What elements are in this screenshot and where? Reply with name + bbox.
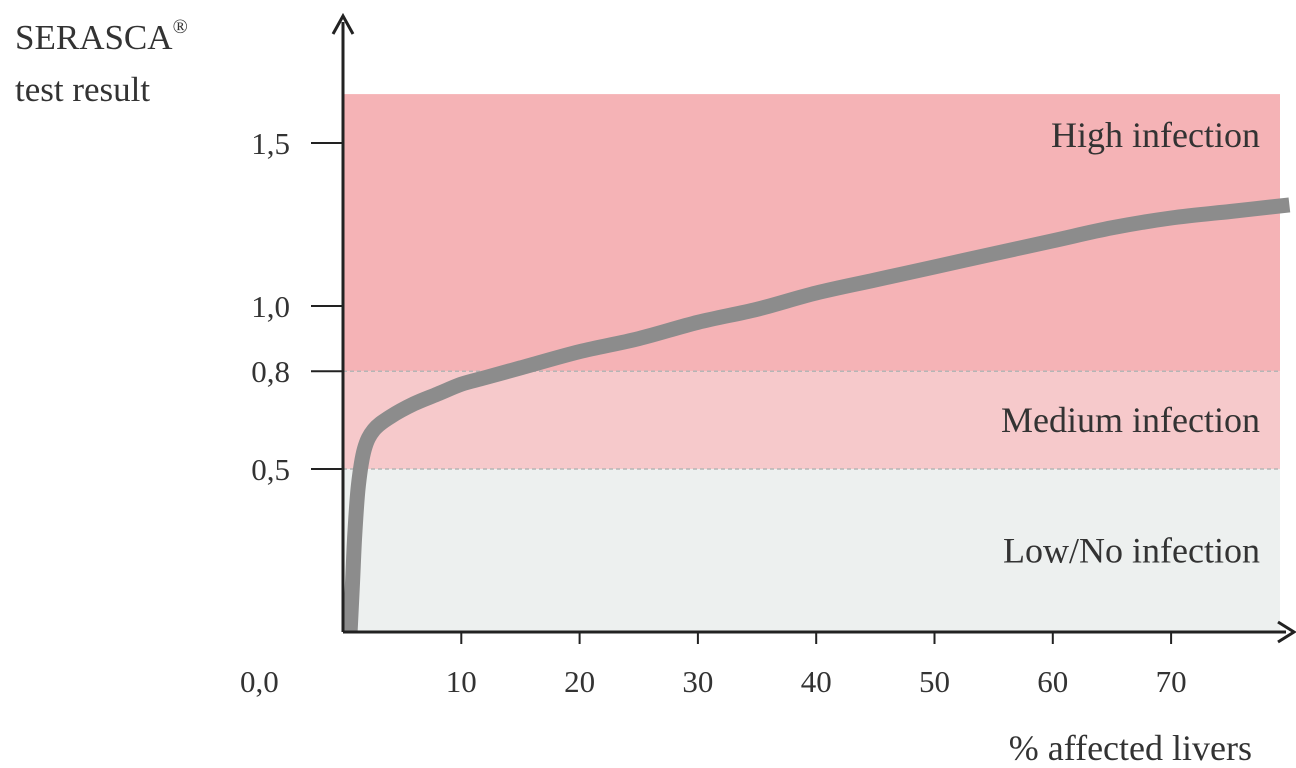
zone-medium-infection [343, 371, 1280, 469]
y-axis-title-line2: test result [15, 70, 150, 109]
zone-low-no-infection [343, 469, 1280, 632]
x-tick-label: 70 [1156, 664, 1187, 699]
x-axis-arrow-icon [1277, 620, 1296, 644]
y-tick-label: 1,5 [251, 126, 290, 161]
zone-label-low-no-infection: Low/No infection [1003, 531, 1260, 571]
x-tick-label: 10 [446, 664, 477, 699]
x-tick-label: 40 [801, 664, 832, 699]
y-tick-label: 1,0 [251, 289, 290, 324]
axes [331, 12, 1296, 644]
y-tick-label: 0,5 [251, 452, 290, 487]
registered-mark: ® [173, 16, 188, 38]
zone-labels: Low/No infection Medium infection High inf… [1001, 115, 1260, 571]
x-tick-label: 60 [1037, 664, 1068, 699]
zone-label-medium-infection: Medium infection [1001, 400, 1260, 440]
y-axis-title: SERASCA® [15, 16, 188, 57]
y-tick-label: 0,8 [251, 354, 290, 389]
x-axis-title: % affected livers [1009, 728, 1252, 768]
zone-label-high-infection: High infection [1051, 115, 1260, 155]
data-series [342, 197, 1291, 633]
series-line-0 [342, 197, 1291, 633]
x-tick-label: 50 [919, 664, 950, 699]
ticks: 10 20 30 40 50 60 70 1,5 1,0 0,8 0,5 [251, 126, 1186, 699]
x-tick-label: 20 [564, 664, 595, 699]
origin-label: 0,0 [240, 664, 279, 699]
x-tick-label: 30 [682, 664, 713, 699]
y-axis-arrow-icon [331, 12, 355, 35]
